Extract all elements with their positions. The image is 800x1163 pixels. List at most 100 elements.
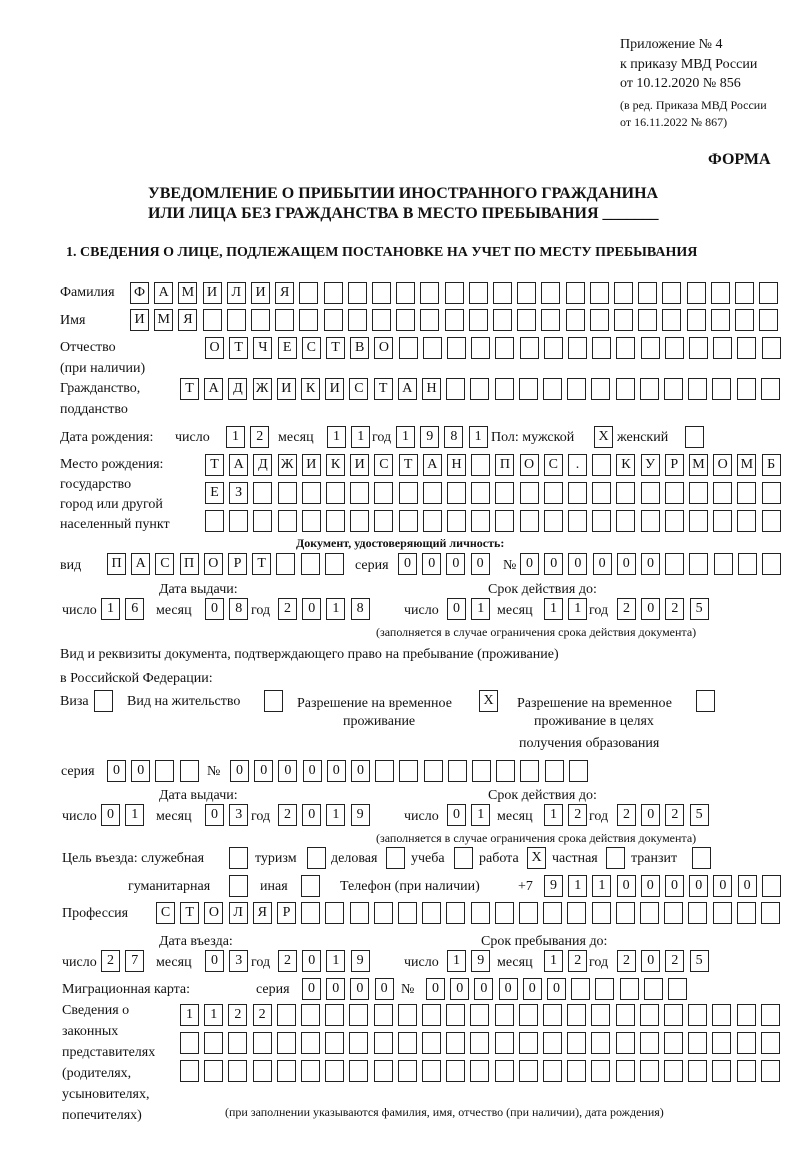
char-cell[interactable] — [544, 760, 564, 782]
char-cell[interactable] — [519, 902, 538, 924]
char-cell[interactable]: 5 — [689, 950, 709, 972]
checkbox[interactable] — [454, 847, 473, 869]
char-cell[interactable]: 0 — [544, 553, 564, 575]
char-cell[interactable]: 0 — [568, 553, 588, 575]
char-cell[interactable] — [299, 282, 319, 304]
char-cell[interactable] — [736, 1060, 756, 1082]
char-cell[interactable] — [543, 337, 563, 359]
char-cell[interactable]: 0 — [446, 553, 466, 575]
char-cell[interactable] — [301, 510, 321, 532]
char-cell[interactable]: Т — [252, 553, 272, 575]
char-cell[interactable]: С — [156, 902, 175, 924]
char-cell[interactable]: 1 — [568, 598, 588, 620]
char-cell[interactable] — [688, 1032, 708, 1054]
char-cell[interactable]: 0 — [302, 760, 322, 782]
char-cell[interactable]: З — [229, 482, 249, 504]
char-cell[interactable]: 0 — [713, 875, 733, 897]
char-cell[interactable] — [737, 337, 757, 359]
char-cell[interactable] — [495, 482, 515, 504]
char-cell[interactable]: 0 — [470, 553, 490, 575]
char-cell[interactable]: Ч — [253, 337, 273, 359]
char-cell[interactable]: 0 — [302, 804, 322, 826]
char-cell[interactable]: И — [276, 378, 296, 400]
char-cell[interactable] — [713, 482, 733, 504]
char-cell[interactable] — [616, 510, 636, 532]
char-cell[interactable] — [423, 760, 443, 782]
char-cell[interactable] — [471, 510, 491, 532]
char-cell[interactable] — [447, 510, 466, 532]
char-cell[interactable] — [446, 902, 466, 924]
char-cell[interactable]: А — [397, 378, 417, 400]
checkbox[interactable] — [307, 847, 326, 869]
char-cell[interactable] — [541, 282, 561, 304]
char-cell[interactable]: 0 — [374, 978, 394, 1000]
char-cell[interactable] — [446, 1060, 466, 1082]
char-cell[interactable] — [468, 309, 488, 331]
char-cell[interactable] — [326, 482, 345, 504]
char-cell[interactable] — [735, 282, 754, 304]
char-cell[interactable] — [761, 875, 781, 897]
char-cell[interactable]: 0 — [422, 553, 442, 575]
char-cell[interactable] — [639, 1004, 659, 1026]
char-cell[interactable]: 1 — [544, 598, 563, 620]
char-cell[interactable] — [493, 282, 512, 304]
char-cell[interactable] — [736, 1032, 756, 1054]
char-cell[interactable] — [591, 902, 611, 924]
char-cell[interactable] — [615, 1060, 635, 1082]
char-cell[interactable] — [251, 309, 270, 331]
char-cell[interactable] — [664, 378, 683, 400]
char-cell[interactable] — [568, 482, 587, 504]
char-cell[interactable]: 1 — [226, 426, 245, 448]
char-cell[interactable] — [397, 1004, 417, 1026]
char-cell[interactable] — [375, 760, 395, 782]
char-cell[interactable] — [447, 760, 467, 782]
char-cell[interactable]: И — [325, 378, 345, 400]
char-cell[interactable] — [397, 1032, 417, 1054]
char-cell[interactable]: И — [350, 454, 370, 476]
char-cell[interactable] — [253, 482, 273, 504]
char-cell[interactable] — [422, 510, 442, 532]
char-cell[interactable] — [519, 510, 539, 532]
char-cell[interactable] — [665, 553, 685, 575]
char-cell[interactable]: 8 — [444, 426, 464, 448]
char-cell[interactable] — [567, 1060, 587, 1082]
char-cell[interactable] — [736, 902, 756, 924]
char-cell[interactable] — [736, 378, 756, 400]
char-cell[interactable]: 1 — [326, 804, 346, 826]
char-cell[interactable] — [422, 1060, 441, 1082]
char-cell[interactable] — [373, 1060, 393, 1082]
char-cell[interactable]: 0 — [641, 553, 660, 575]
char-cell[interactable]: 0 — [302, 598, 322, 620]
char-cell[interactable] — [664, 482, 684, 504]
char-cell[interactable] — [349, 1032, 369, 1054]
char-cell[interactable] — [350, 510, 370, 532]
char-cell[interactable] — [662, 282, 682, 304]
char-cell[interactable] — [543, 902, 563, 924]
char-cell[interactable] — [615, 902, 635, 924]
char-cell[interactable]: Я — [275, 282, 295, 304]
char-cell[interactable]: Я — [178, 309, 198, 331]
char-cell[interactable]: 0 — [641, 950, 661, 972]
char-cell[interactable]: К — [326, 454, 345, 476]
char-cell[interactable] — [664, 902, 684, 924]
char-cell[interactable]: Е — [277, 337, 297, 359]
char-cell[interactable] — [643, 978, 663, 1000]
checkbox[interactable] — [685, 426, 704, 448]
char-cell[interactable]: О — [205, 337, 224, 359]
char-cell[interactable] — [468, 282, 488, 304]
char-cell[interactable] — [347, 309, 367, 331]
char-cell[interactable] — [276, 1004, 296, 1026]
char-cell[interactable] — [276, 553, 296, 575]
checkbox[interactable] — [301, 875, 320, 897]
char-cell[interactable]: 2 — [101, 950, 120, 972]
char-cell[interactable]: 0 — [205, 950, 224, 972]
checkbox[interactable]: X — [479, 690, 498, 712]
checkbox[interactable]: X — [527, 847, 546, 869]
char-cell[interactable]: 0 — [302, 950, 322, 972]
char-cell[interactable] — [759, 282, 779, 304]
char-cell[interactable] — [640, 510, 660, 532]
char-cell[interactable] — [493, 309, 512, 331]
char-cell[interactable]: 1 — [471, 804, 491, 826]
char-cell[interactable] — [398, 482, 418, 504]
char-cell[interactable] — [615, 378, 635, 400]
